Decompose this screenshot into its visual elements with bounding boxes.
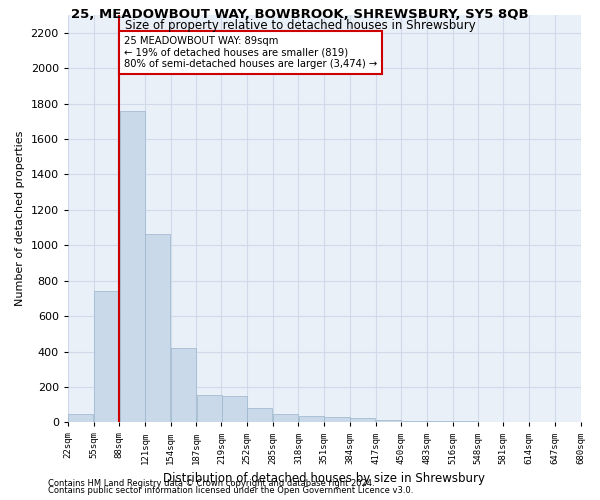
Text: Contains HM Land Registry data © Crown copyright and database right 2024.: Contains HM Land Registry data © Crown c… <box>48 478 374 488</box>
Text: 25, MEADOWBOUT WAY, BOWBROOK, SHREWSBURY, SY5 8QB: 25, MEADOWBOUT WAY, BOWBROOK, SHREWSBURY… <box>71 8 529 20</box>
Text: 25 MEADOWBOUT WAY: 89sqm
← 19% of detached houses are smaller (819)
80% of semi-: 25 MEADOWBOUT WAY: 89sqm ← 19% of detach… <box>124 36 377 70</box>
Bar <box>401 420 427 422</box>
Text: Contains public sector information licensed under the Open Government Licence v3: Contains public sector information licen… <box>48 486 413 495</box>
Bar <box>68 414 93 422</box>
Bar <box>145 234 170 422</box>
Bar <box>299 416 324 422</box>
Bar <box>94 292 119 422</box>
Bar <box>273 414 298 422</box>
Bar <box>376 420 401 422</box>
Bar <box>350 418 375 422</box>
Bar <box>119 110 145 422</box>
Bar <box>221 396 247 422</box>
Bar <box>197 395 222 422</box>
Bar <box>247 408 272 422</box>
Bar <box>427 421 452 422</box>
Bar <box>325 418 350 422</box>
Text: Size of property relative to detached houses in Shrewsbury: Size of property relative to detached ho… <box>125 18 475 32</box>
Y-axis label: Number of detached properties: Number of detached properties <box>15 131 25 306</box>
Bar <box>171 348 196 422</box>
X-axis label: Distribution of detached houses by size in Shrewsbury: Distribution of detached houses by size … <box>163 472 485 485</box>
